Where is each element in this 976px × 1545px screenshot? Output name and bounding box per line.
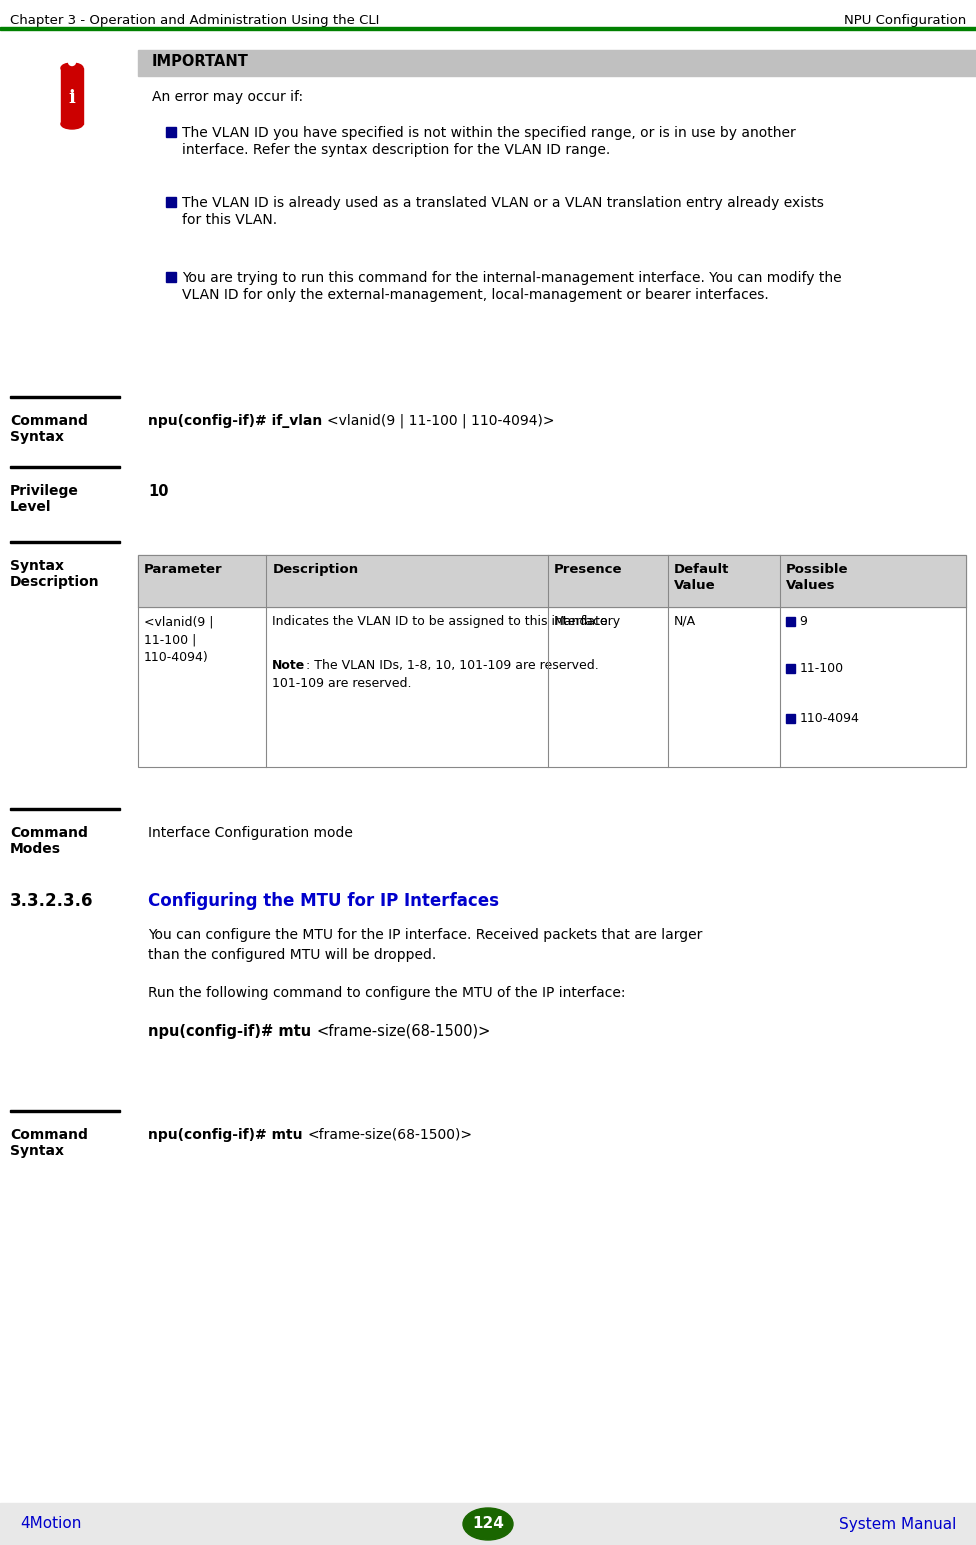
Text: Chapter 3 - Operation and Administration Using the CLI: Chapter 3 - Operation and Administration… [10, 14, 380, 26]
Text: Syntax: Syntax [10, 559, 64, 573]
Text: 9: 9 [799, 615, 807, 627]
Text: npu(config-if)# mtu: npu(config-if)# mtu [148, 1024, 316, 1038]
Text: Mandatory: Mandatory [553, 615, 621, 627]
Text: Privilege: Privilege [10, 484, 79, 497]
Text: 11-100: 11-100 [799, 661, 844, 675]
Text: 101-109 are reserved.: 101-109 are reserved. [272, 677, 412, 691]
Ellipse shape [463, 1508, 513, 1540]
Text: Note: Note [272, 660, 305, 672]
Text: 110-4094): 110-4094) [144, 650, 209, 664]
Text: interface. Refer the syntax description for the VLAN ID range.: interface. Refer the syntax description … [182, 144, 610, 158]
Text: An error may occur if:: An error may occur if: [152, 90, 304, 104]
Text: Command: Command [10, 1128, 88, 1142]
Text: NPU Configuration: NPU Configuration [843, 14, 966, 26]
Text: Presence: Presence [553, 562, 623, 576]
Bar [138, 49, 976, 76]
Text: Modes: Modes [10, 842, 61, 856]
Bar [786, 664, 794, 674]
Bar [10, 1109, 120, 1112]
Bar [10, 541, 120, 542]
Text: The VLAN ID you have specified is not within the specified range, or is in use b: The VLAN ID you have specified is not wi… [182, 127, 795, 141]
Text: Indicates the VLAN ID to be assigned to this interface.: Indicates the VLAN ID to be assigned to … [272, 615, 612, 627]
Text: Value: Value [673, 579, 715, 592]
Text: Description: Description [10, 575, 100, 589]
Text: 3.3.2.3.6: 3.3.2.3.6 [10, 891, 94, 910]
Text: Possible: Possible [786, 562, 848, 576]
Text: 11-100 |: 11-100 | [144, 633, 196, 646]
Text: Command: Command [10, 827, 88, 840]
Text: Description: Description [272, 562, 358, 576]
Bar [10, 465, 120, 468]
Bar [786, 616, 794, 626]
Text: 10: 10 [148, 484, 169, 499]
Text: IMPORTANT: IMPORTANT [152, 54, 249, 70]
Bar [166, 272, 176, 283]
Text: Values: Values [786, 579, 835, 592]
Ellipse shape [61, 63, 83, 73]
Text: <vlanid(9 | 11-100 | 110-4094)>: <vlanid(9 | 11-100 | 110-4094)> [327, 414, 554, 428]
Text: VLAN ID for only the external-management, local-management or bearer interfaces.: VLAN ID for only the external-management… [182, 287, 769, 301]
Text: than the configured MTU will be dropped.: than the configured MTU will be dropped. [148, 949, 436, 963]
Ellipse shape [61, 119, 83, 128]
Bar [138, 555, 966, 766]
Text: Syntax: Syntax [10, 1143, 64, 1159]
Text: <frame-size(68-1500)>: <frame-size(68-1500)> [316, 1024, 491, 1038]
Text: npu(config-if)# mtu: npu(config-if)# mtu [148, 1128, 307, 1142]
Text: Parameter: Parameter [144, 562, 223, 576]
Text: You are trying to run this command for the internal-management interface. You ca: You are trying to run this command for t… [182, 270, 841, 284]
Text: Interface Configuration mode: Interface Configuration mode [148, 827, 353, 840]
Text: Command: Command [10, 414, 88, 428]
Text: Default: Default [673, 562, 729, 576]
Text: Syntax: Syntax [10, 430, 64, 443]
Text: The VLAN ID is already used as a translated VLAN or a VLAN translation entry alr: The VLAN ID is already used as a transla… [182, 196, 824, 210]
Text: Run the following command to configure the MTU of the IP interface:: Run the following command to configure t… [148, 986, 626, 1000]
Bar [61, 68, 83, 124]
Bar [786, 714, 794, 723]
Ellipse shape [68, 59, 75, 65]
Text: You can configure the MTU for the IP interface. Received packets that are larger: You can configure the MTU for the IP int… [148, 929, 703, 942]
Text: : The VLAN IDs, 1-8, 10, 101-109 are reserved.: : The VLAN IDs, 1-8, 10, 101-109 are res… [305, 660, 598, 672]
Bar [0, 26, 976, 29]
Text: Level: Level [10, 501, 52, 514]
Text: npu(config-if)# if_vlan: npu(config-if)# if_vlan [148, 414, 327, 428]
Text: Configuring the MTU for IP Interfaces: Configuring the MTU for IP Interfaces [148, 891, 499, 910]
Text: 124: 124 [472, 1517, 504, 1531]
Text: i: i [68, 90, 75, 107]
Bar [166, 127, 176, 138]
Text: <vlanid(9 |: <vlanid(9 | [144, 615, 214, 627]
Text: for this VLAN.: for this VLAN. [182, 213, 277, 227]
Bar [0, 1503, 976, 1545]
Bar [138, 555, 966, 607]
Text: 110-4094: 110-4094 [799, 712, 860, 725]
Bar [166, 198, 176, 207]
Text: <frame-size(68-1500)>: <frame-size(68-1500)> [307, 1128, 472, 1142]
Text: N/A: N/A [673, 615, 696, 627]
Text: System Manual: System Manual [838, 1517, 956, 1531]
Text: 4Motion: 4Motion [20, 1517, 81, 1531]
Bar [10, 396, 120, 399]
Bar [10, 808, 120, 810]
